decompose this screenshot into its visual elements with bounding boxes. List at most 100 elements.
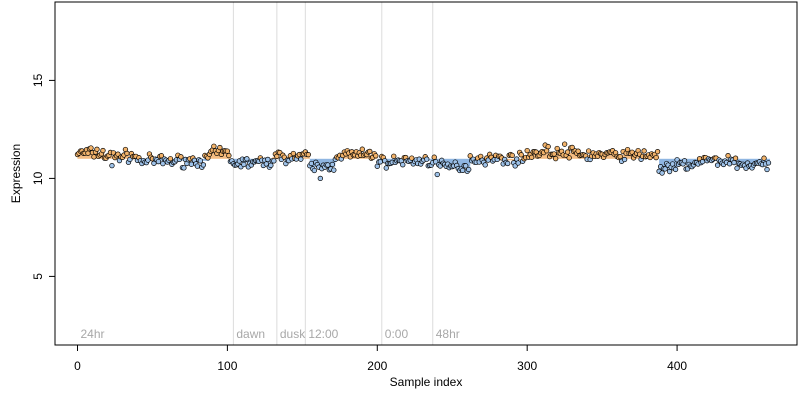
- data-point: [194, 163, 201, 169]
- data-point: [325, 162, 331, 168]
- phase-label: dawn: [236, 327, 265, 341]
- phase-labels: 24hr dawn dusk 12:00 0:00 48hr: [80, 327, 459, 341]
- data-point: [224, 148, 231, 154]
- data-point: [391, 153, 397, 159]
- data-point: [329, 161, 335, 168]
- data-point: [91, 154, 97, 160]
- data-point: [653, 154, 659, 161]
- data-point: [515, 160, 521, 166]
- data-point: [211, 143, 217, 149]
- data-point: [317, 175, 323, 182]
- data-point: [732, 155, 739, 161]
- data-point: [434, 171, 440, 178]
- x-tick-label: 400: [667, 359, 687, 373]
- data-point: [659, 170, 665, 176]
- data-point: [373, 153, 379, 159]
- data-point: [617, 153, 623, 160]
- data-point: [271, 158, 277, 164]
- x-tick-label: 300: [517, 359, 537, 373]
- data-point: [424, 156, 430, 162]
- data-point: [100, 147, 106, 154]
- data-point: [529, 154, 535, 160]
- phase-label: 24hr: [80, 327, 104, 341]
- data-point: [88, 145, 94, 151]
- data-point: [94, 146, 100, 152]
- x-axis: 0 100 200 300 400: [74, 344, 687, 373]
- data-point: [641, 148, 647, 154]
- baseline-segment: [77, 152, 105, 159]
- data-point: [226, 152, 232, 159]
- data-point: [562, 141, 568, 147]
- data-point: [383, 165, 389, 171]
- data-point: [725, 153, 731, 159]
- data-point: [731, 159, 737, 166]
- data-point: [565, 149, 571, 155]
- data-point: [85, 150, 91, 156]
- y-axis-label: Expression: [9, 144, 23, 203]
- data-point: [124, 150, 130, 157]
- data-point: [178, 154, 184, 160]
- data-point: [509, 152, 515, 159]
- data-point: [765, 160, 772, 166]
- data-point: [298, 156, 304, 162]
- baseline-segment: [677, 158, 700, 165]
- data-point: [545, 143, 551, 150]
- data-point: [463, 163, 469, 169]
- data-point: [181, 165, 187, 171]
- data-point: [553, 155, 559, 162]
- data-point: [158, 153, 165, 159]
- data-point: [244, 156, 250, 162]
- phase-label: 48hr: [436, 327, 460, 341]
- data-point: [308, 160, 314, 167]
- plot-frame: [54, 1, 798, 346]
- data-point: [268, 162, 274, 168]
- data-point: [197, 158, 204, 164]
- data-point: [305, 151, 311, 158]
- x-axis-label: Sample index: [390, 375, 463, 389]
- data-point: [377, 159, 383, 165]
- x-tick-label: 200: [367, 359, 387, 373]
- data-point: [662, 166, 668, 172]
- data-point: [217, 144, 223, 151]
- data-point: [400, 162, 406, 168]
- data-point: [524, 147, 530, 154]
- data-point: [585, 148, 592, 154]
- phase-lines: [232, 2, 434, 345]
- data-point: [575, 148, 581, 154]
- phase-label: 0:00: [385, 327, 409, 341]
- y-axis: 5 10 15: [31, 73, 56, 280]
- data-point: [460, 167, 466, 173]
- data-point: [554, 145, 560, 152]
- data-point: [761, 155, 767, 161]
- data-point: [551, 151, 557, 157]
- y-tick-label: 5: [31, 273, 45, 280]
- data-point: [505, 160, 511, 167]
- data-point: [764, 166, 770, 173]
- x-tick-label: 100: [217, 359, 237, 373]
- data-point: [109, 163, 115, 169]
- x-tick-label: 0: [74, 359, 81, 373]
- data-point: [311, 167, 317, 174]
- data-point: [290, 150, 296, 157]
- data-point: [621, 156, 628, 163]
- data-point: [714, 162, 721, 168]
- data-point: [654, 149, 661, 155]
- data-point: [155, 158, 162, 165]
- data-point: [188, 161, 195, 167]
- data-point: [431, 154, 437, 160]
- data-point: [160, 160, 166, 167]
- y-tick-label: 15: [31, 73, 45, 87]
- data-points: [74, 141, 772, 182]
- data-point: [359, 146, 365, 152]
- data-point: [200, 162, 207, 168]
- data-point: [409, 155, 415, 161]
- data-point: [482, 162, 488, 168]
- phase-label: 12:00: [308, 327, 338, 341]
- data-point: [734, 165, 740, 171]
- data-point: [566, 155, 572, 161]
- data-point: [167, 156, 174, 162]
- data-point: [672, 166, 679, 173]
- data-point: [367, 148, 373, 155]
- data-point: [666, 168, 673, 175]
